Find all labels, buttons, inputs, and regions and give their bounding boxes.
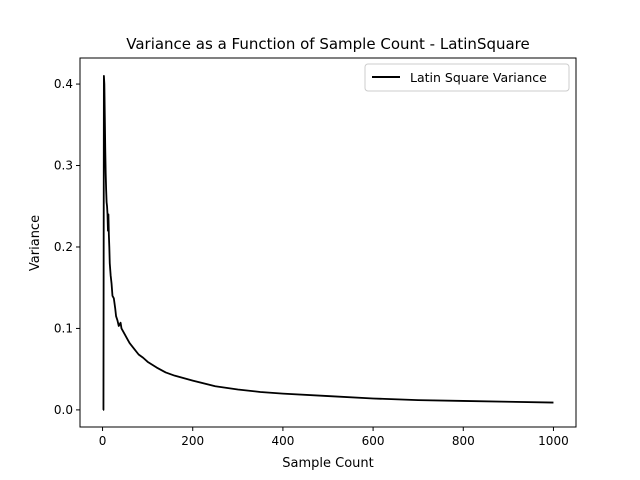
legend-label-latin-square: Latin Square Variance — [410, 70, 547, 85]
x-tick-label: 1000 — [538, 434, 569, 448]
series-line-latin-square-variance — [102, 75, 554, 411]
y-axis-label: Variance — [28, 215, 43, 271]
plot-area — [80, 58, 576, 427]
legend-box — [364, 63, 570, 92]
y-tick-label: 0.3 — [54, 159, 73, 173]
y-tick-label: 0.4 — [54, 77, 73, 91]
legend: Latin Square Variance — [364, 63, 570, 92]
x-tick-label: 800 — [452, 434, 475, 448]
chart-title: Variance as a Function of Sample Count -… — [126, 35, 530, 53]
x-tick-label: 600 — [362, 434, 385, 448]
x-axis-label: Sample Count — [282, 456, 373, 471]
y-axis-ticks: 0.0 0.1 0.2 0.3 0.4 — [54, 77, 80, 417]
x-axis-ticks: 0 200 400 600 800 1000 — [99, 427, 569, 448]
y-tick-label: 0.2 — [54, 240, 73, 254]
y-tick-label: 0.0 — [54, 403, 73, 417]
x-tick-label: 0 — [99, 434, 107, 448]
series-layer — [102, 75, 554, 411]
x-tick-label: 200 — [181, 434, 204, 448]
y-tick-label: 0.1 — [54, 321, 73, 335]
x-tick-label: 400 — [271, 434, 294, 448]
plot-frame — [79, 57, 577, 428]
